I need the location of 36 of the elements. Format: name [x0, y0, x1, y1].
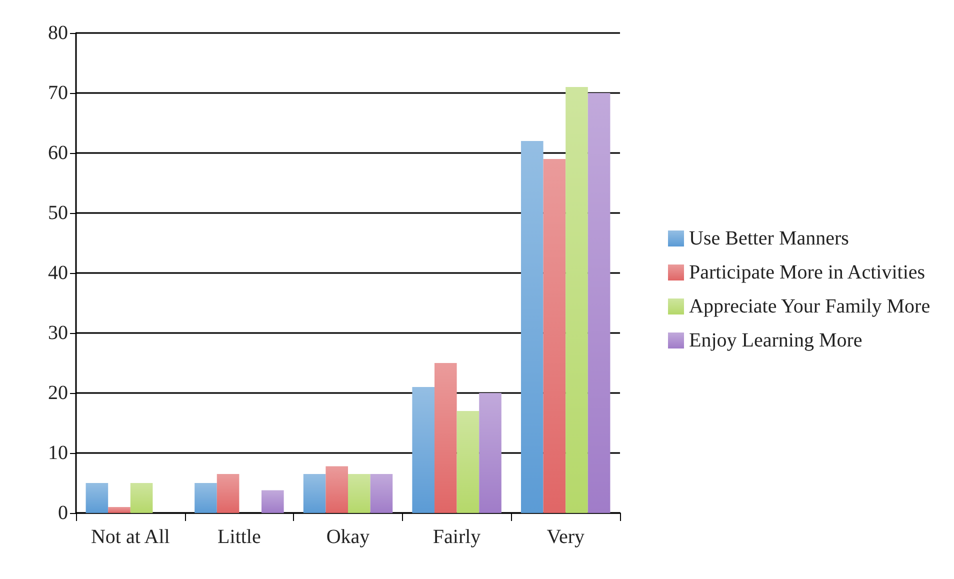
bar: [348, 474, 370, 513]
bar: [262, 490, 284, 513]
x-tick-label: Fairly: [432, 526, 481, 548]
bar: [456, 411, 480, 513]
legend-label: Enjoy Learning More: [689, 330, 862, 352]
y-tick-label: 80: [48, 22, 68, 44]
bar: [412, 387, 434, 513]
bar: [216, 474, 240, 513]
y-tick-label: 10: [48, 442, 68, 464]
y-tick-label: 50: [48, 202, 68, 224]
x-tick-label: Okay: [326, 526, 370, 548]
bar: [434, 363, 457, 513]
y-tick-label: 40: [48, 262, 68, 284]
bar: [370, 474, 393, 513]
legend-label: Participate More in Activities: [689, 262, 926, 284]
bar: [303, 474, 326, 513]
bar: [588, 93, 610, 513]
legend-label: Use Better Manners: [689, 228, 850, 250]
bar: [520, 141, 544, 513]
bar: [194, 483, 217, 513]
y-tick-label: 70: [48, 82, 68, 104]
legend-label: Appreciate Your Family More: [689, 296, 930, 318]
y-tick-label: 30: [48, 322, 68, 344]
bar: [130, 483, 153, 513]
bar: [86, 483, 108, 513]
bar: [108, 507, 130, 513]
x-tick-label: Not at All: [90, 526, 170, 548]
x-tick-label: Little: [218, 526, 261, 548]
x-tick-label: Very: [546, 526, 584, 548]
bar: [543, 159, 566, 513]
bar: [479, 393, 502, 513]
bar: [566, 87, 588, 513]
y-tick-label: 0: [58, 502, 68, 524]
y-tick-label: 20: [48, 382, 68, 404]
bar: [326, 466, 348, 513]
y-tick-label: 60: [48, 142, 68, 164]
